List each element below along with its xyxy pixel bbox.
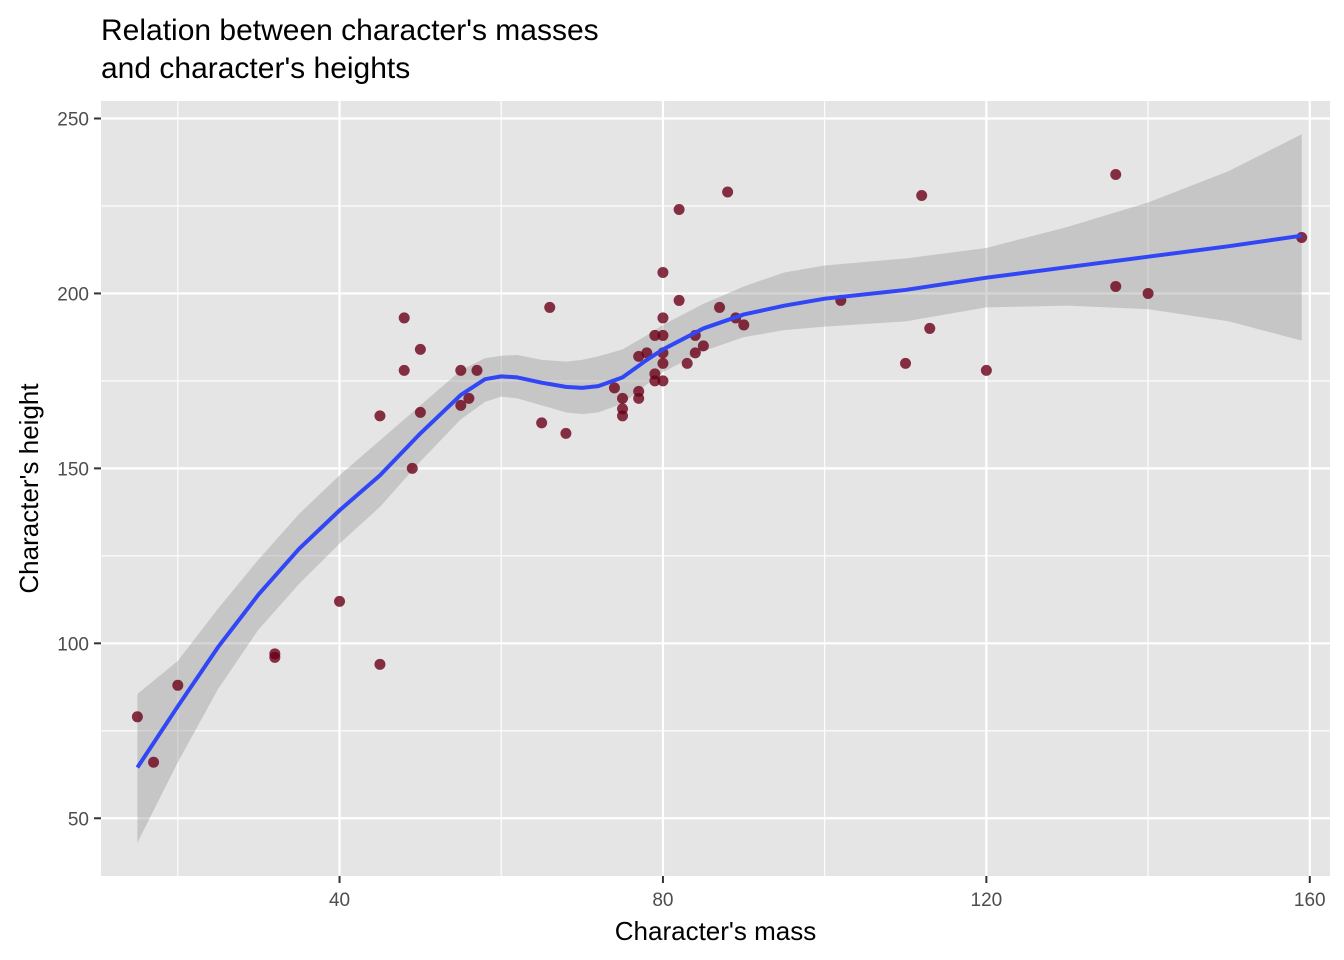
y-axis-title: Character's height: [14, 383, 44, 594]
confidence-band: [137, 134, 1302, 843]
data-point: [455, 364, 467, 376]
smooth-curve: [135, 233, 1302, 769]
data-point: [681, 357, 693, 369]
data-point: [697, 340, 709, 352]
data-point: [673, 294, 685, 306]
data-point: [633, 392, 645, 404]
data-point: [649, 375, 661, 387]
data-point: [471, 364, 483, 376]
data-point: [1110, 280, 1122, 292]
data-point: [714, 301, 726, 313]
data-point: [172, 679, 184, 691]
data-point: [374, 410, 386, 422]
data-point: [617, 410, 629, 422]
smooth-line: [135, 233, 1302, 769]
y-tick-label: 200: [57, 284, 89, 305]
data-point: [334, 595, 346, 607]
data-point: [738, 319, 750, 331]
y-tick-label: 100: [57, 634, 89, 655]
data-point: [617, 392, 629, 404]
data-point: [608, 382, 620, 394]
data-point: [1142, 287, 1154, 299]
x-axis-title: Character's mass: [615, 916, 816, 946]
data-point: [269, 648, 281, 660]
x-tick-label: 160: [1294, 890, 1326, 911]
chart-title-line-2: and character's heights: [101, 52, 410, 85]
data-point: [406, 462, 418, 474]
data-point: [374, 658, 386, 670]
data-point: [544, 301, 556, 313]
data-point: [463, 392, 475, 404]
data-point: [414, 406, 426, 418]
data-point: [916, 189, 928, 201]
data-point: [641, 347, 653, 359]
data-point: [657, 329, 669, 341]
x-tick-label: 120: [971, 890, 1003, 911]
chart-title-line-1: Relation between character's masses: [101, 14, 599, 47]
y-tick-label: 150: [57, 459, 89, 480]
data-point: [924, 322, 936, 334]
data-point: [657, 357, 669, 369]
x-tick-label: 80: [652, 890, 673, 911]
data-point: [649, 329, 661, 341]
data-point: [657, 375, 669, 387]
data-point: [536, 417, 548, 429]
axes: 40 80 120 160 50 100 150 200 250: [57, 109, 1325, 911]
data-point: [131, 711, 143, 723]
plot-panel: [101, 101, 1330, 876]
data-point: [560, 427, 572, 439]
data-point: [148, 756, 160, 768]
grid-lines: [101, 101, 1330, 876]
scatter-points: [131, 168, 1308, 768]
data-point: [657, 312, 669, 324]
data-point: [673, 203, 685, 215]
data-point: [455, 399, 467, 411]
data-point: [722, 186, 734, 198]
data-point: [900, 357, 912, 369]
data-point: [689, 347, 701, 359]
y-tick-label: 250: [57, 109, 89, 130]
data-point: [398, 364, 410, 376]
y-tick-label: 50: [68, 809, 89, 830]
data-point: [657, 266, 669, 278]
data-point: [414, 343, 426, 355]
data-point: [1110, 168, 1122, 180]
data-point: [980, 364, 992, 376]
data-point: [398, 312, 410, 324]
confidence-band-area: [137, 134, 1302, 843]
x-tick-label: 40: [329, 890, 350, 911]
